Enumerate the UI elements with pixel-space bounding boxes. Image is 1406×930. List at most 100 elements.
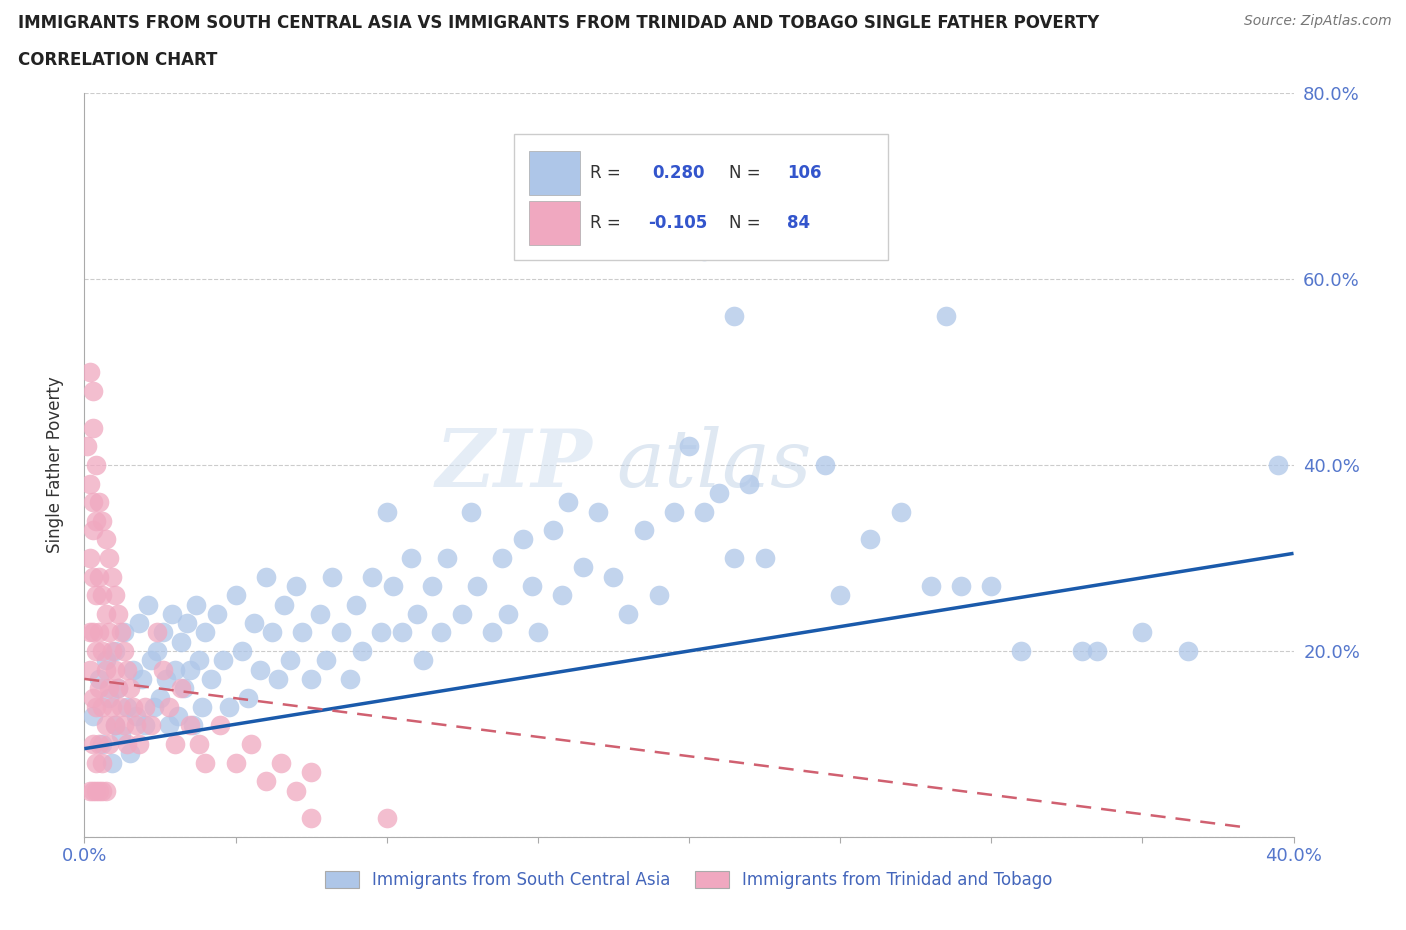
- Point: [381, 578, 404, 593]
- Point: [1085, 644, 1108, 658]
- Point: [160, 606, 183, 621]
- Point: [200, 671, 222, 686]
- Point: [79, 625, 101, 640]
- Text: 0.280: 0.280: [652, 164, 706, 181]
- Point: [285, 783, 308, 798]
- Point: [146, 644, 169, 658]
- Point: [693, 244, 716, 259]
- Text: R =: R =: [589, 164, 620, 181]
- Point: [104, 718, 127, 733]
- Text: N =: N =: [728, 164, 761, 181]
- Point: [97, 681, 120, 696]
- Point: [86, 513, 108, 528]
- Point: [754, 551, 776, 565]
- Point: [115, 662, 138, 677]
- Point: [207, 606, 229, 621]
- Point: [112, 644, 135, 658]
- Point: [115, 699, 138, 714]
- Point: [209, 718, 232, 733]
- Text: atlas: atlas: [616, 426, 811, 504]
- Point: [346, 597, 368, 612]
- Point: [157, 718, 180, 733]
- Point: [330, 625, 353, 640]
- Point: [412, 653, 434, 668]
- Point: [179, 718, 201, 733]
- Point: [299, 811, 322, 826]
- Point: [278, 653, 301, 668]
- Point: [512, 532, 534, 547]
- Point: [239, 737, 262, 751]
- Point: [157, 699, 180, 714]
- Point: [79, 476, 101, 491]
- Point: [94, 718, 117, 733]
- Point: [139, 653, 162, 668]
- Point: [94, 653, 117, 668]
- Point: [299, 671, 322, 686]
- Point: [1011, 644, 1033, 658]
- Point: [89, 569, 111, 584]
- Point: [82, 690, 104, 705]
- Point: [299, 764, 322, 779]
- Point: [309, 606, 332, 621]
- Point: [100, 699, 122, 714]
- Point: [481, 625, 503, 640]
- Point: [520, 578, 543, 593]
- Point: [134, 699, 156, 714]
- Point: [82, 420, 104, 435]
- Point: [194, 625, 217, 640]
- Point: [557, 495, 579, 510]
- Point: [94, 532, 117, 547]
- Point: [231, 644, 253, 658]
- Point: [391, 625, 413, 640]
- Point: [125, 718, 148, 733]
- Point: [460, 504, 482, 519]
- Point: [146, 625, 169, 640]
- Point: [267, 671, 290, 686]
- Point: [89, 783, 111, 798]
- Point: [82, 495, 104, 510]
- Point: [91, 737, 114, 751]
- Point: [89, 625, 111, 640]
- Point: [82, 783, 104, 798]
- Point: [91, 588, 114, 603]
- Point: [86, 755, 108, 770]
- Point: [242, 616, 264, 631]
- Point: [100, 569, 122, 584]
- Point: [79, 365, 101, 379]
- Point: [97, 625, 120, 640]
- Point: [86, 699, 108, 714]
- Point: [678, 439, 700, 454]
- Text: N =: N =: [728, 214, 761, 232]
- Point: [1130, 625, 1153, 640]
- Point: [1071, 644, 1094, 658]
- Point: [170, 634, 193, 649]
- Point: [97, 551, 120, 565]
- Point: [723, 551, 745, 565]
- Point: [82, 737, 104, 751]
- Point: [104, 718, 127, 733]
- Text: ZIP: ZIP: [436, 426, 592, 504]
- Point: [142, 699, 165, 714]
- Text: 106: 106: [787, 164, 821, 181]
- Point: [112, 718, 135, 733]
- Point: [100, 644, 122, 658]
- Point: [191, 699, 214, 714]
- Point: [194, 755, 217, 770]
- Point: [121, 662, 143, 677]
- Point: [91, 783, 114, 798]
- Text: CORRELATION CHART: CORRELATION CHART: [18, 51, 218, 69]
- Text: IMMIGRANTS FROM SOUTH CENTRAL ASIA VS IMMIGRANTS FROM TRINIDAD AND TOBAGO SINGLE: IMMIGRANTS FROM SOUTH CENTRAL ASIA VS IM…: [18, 14, 1099, 32]
- Point: [551, 588, 574, 603]
- Text: 84: 84: [787, 214, 810, 232]
- Point: [170, 681, 193, 696]
- Point: [920, 578, 942, 593]
- Point: [89, 681, 111, 696]
- Point: [165, 737, 187, 751]
- Point: [375, 811, 398, 826]
- Point: [76, 439, 98, 454]
- Point: [91, 699, 114, 714]
- Point: [572, 560, 595, 575]
- Point: [188, 737, 211, 751]
- Text: -0.105: -0.105: [648, 214, 707, 232]
- Point: [91, 513, 114, 528]
